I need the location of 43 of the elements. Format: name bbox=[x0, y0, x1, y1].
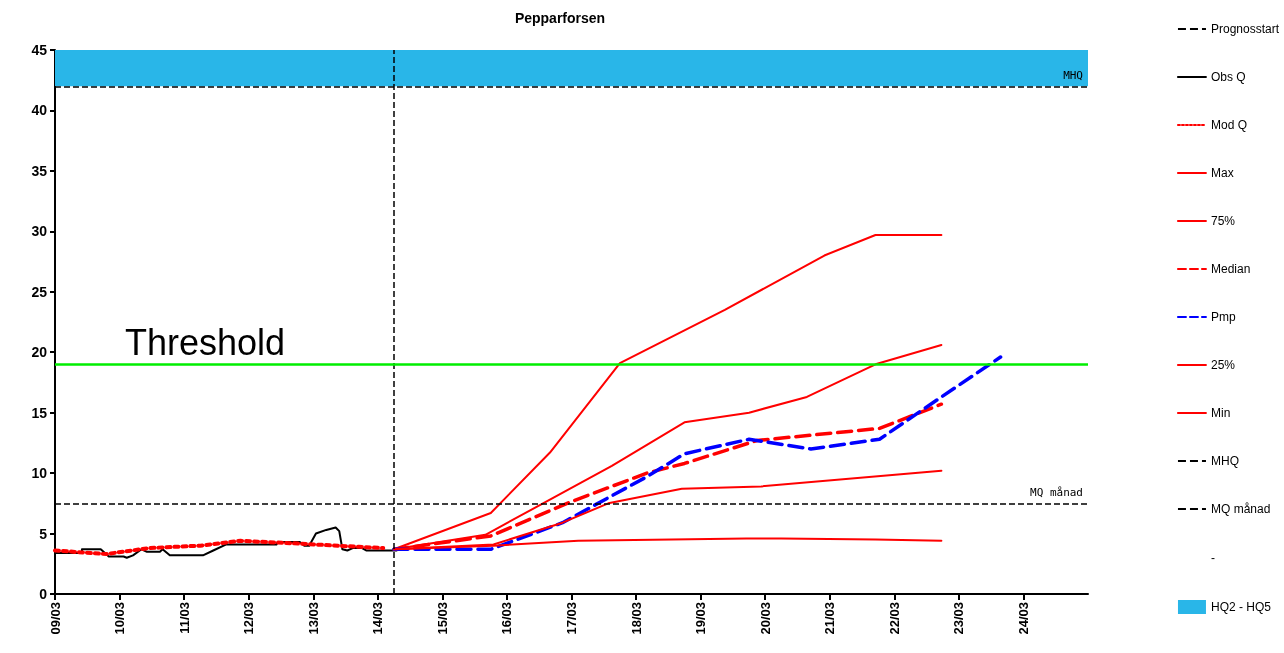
y-tick-label: 45 bbox=[31, 42, 48, 58]
x-tick-label: 10/03 bbox=[112, 602, 128, 635]
y-tick-label: 25 bbox=[31, 283, 48, 300]
y-tick-label: 35 bbox=[31, 162, 48, 179]
x-tick-label: 21/03 bbox=[822, 602, 838, 635]
y-tick-label: 30 bbox=[31, 223, 48, 240]
x-tick-label: 19/03 bbox=[693, 602, 709, 635]
x-tick-label: 09/03 bbox=[47, 602, 63, 635]
legend-label: Obs Q bbox=[1210, 70, 1246, 84]
x-tick-label: 15/03 bbox=[434, 602, 450, 635]
x-tick-label: 13/03 bbox=[305, 602, 321, 635]
x-tick-label: 12/03 bbox=[241, 602, 257, 635]
legend-label: Prognosstart bbox=[1210, 22, 1280, 36]
legend-label: Median bbox=[1210, 262, 1251, 276]
legend-label: MHQ bbox=[1210, 454, 1239, 468]
y-tick-label: 20 bbox=[31, 344, 48, 361]
y-tick-label: 0 bbox=[39, 586, 48, 602]
text: - bbox=[1210, 551, 1215, 565]
x-tick-label: 17/03 bbox=[564, 602, 579, 635]
x-tick-label: 11/03 bbox=[176, 602, 192, 634]
text: MHQ bbox=[1063, 69, 1083, 83]
y-tick-label: 15 bbox=[31, 404, 48, 421]
legend-label: Pmp bbox=[1210, 310, 1236, 324]
x-tick-label: 24/03 bbox=[1015, 602, 1031, 635]
annotation: Threshold bbox=[124, 321, 286, 363]
legend-label: Max bbox=[1210, 166, 1234, 180]
x-tick-label: 18/03 bbox=[628, 602, 644, 635]
x-tick-label: 16/03 bbox=[499, 602, 515, 635]
y-tick-label: 10 bbox=[31, 465, 48, 482]
text: MQ månad bbox=[1210, 502, 1271, 516]
ref-line-label: MQ månad bbox=[1030, 486, 1083, 500]
legend-label: HQ2 - HQ5 bbox=[1210, 600, 1272, 614]
legend-label: Mod Q bbox=[1210, 118, 1247, 132]
legend-label: 25% bbox=[1210, 358, 1236, 372]
legend-label: Min bbox=[1210, 406, 1231, 420]
y-tick-label: 5 bbox=[39, 525, 48, 542]
legend-label: 75% bbox=[1210, 214, 1236, 228]
x-tick-label: 14/03 bbox=[370, 602, 386, 635]
x-tick-label: 20/03 bbox=[757, 602, 773, 635]
x-tick-label: 23/03 bbox=[951, 602, 967, 635]
chart-title: Pepparforsen bbox=[514, 10, 606, 26]
y-tick-label: 40 bbox=[31, 102, 48, 119]
x-tick-label: 22/03 bbox=[886, 602, 902, 635]
